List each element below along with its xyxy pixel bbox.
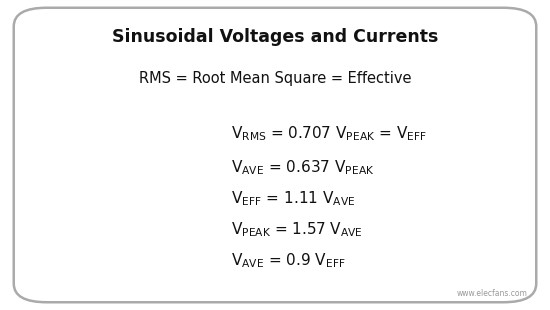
Text: $\mathregular{V_{AVE}}$ = 0.637 $\mathregular{V_{PEAK}}$: $\mathregular{V_{AVE}}$ = 0.637 $\mathre… <box>231 158 375 177</box>
Text: $\mathregular{V_{AVE}}$ = 0.9 $\mathregular{V_{EFF}}$: $\mathregular{V_{AVE}}$ = 0.9 $\mathregu… <box>231 251 346 270</box>
Text: Sinusoidal Voltages and Currents: Sinusoidal Voltages and Currents <box>112 28 438 46</box>
Text: $\mathregular{V_{RMS}}$ = 0.707 $\mathregular{V_{PEAK}}$ = $\mathregular{V_{EFF}: $\mathregular{V_{RMS}}$ = 0.707 $\mathre… <box>231 124 427 143</box>
FancyBboxPatch shape <box>14 8 536 302</box>
Text: www.elecfans.com: www.elecfans.com <box>457 289 528 298</box>
Text: RMS = Root Mean Square = Effective: RMS = Root Mean Square = Effective <box>139 71 411 86</box>
Text: $\mathregular{V_{PEAK}}$ = 1.57 $\mathregular{V_{AVE}}$: $\mathregular{V_{PEAK}}$ = 1.57 $\mathre… <box>231 220 363 239</box>
Text: $\mathregular{V_{EFF}}$ = 1.11 $\mathregular{V_{AVE}}$: $\mathregular{V_{EFF}}$ = 1.11 $\mathreg… <box>231 189 355 208</box>
